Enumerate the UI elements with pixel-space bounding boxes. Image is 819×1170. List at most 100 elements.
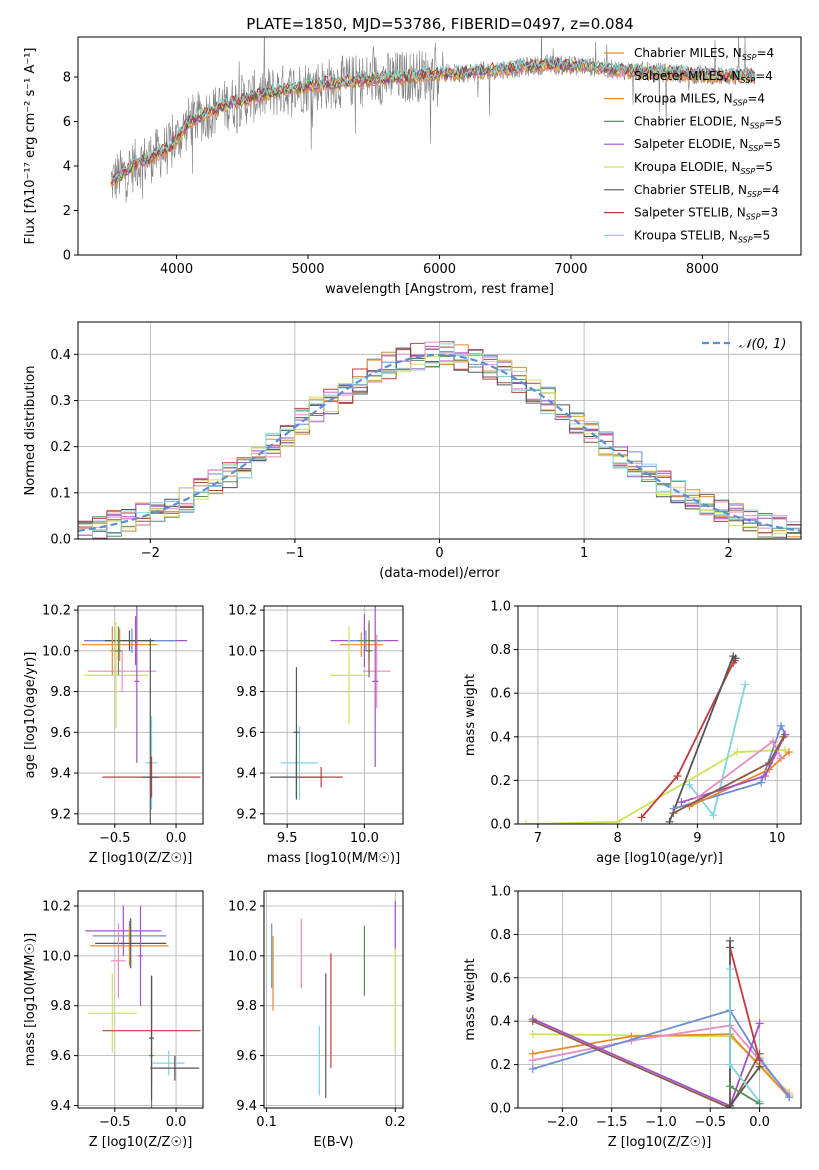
y-tick-label: 0.2	[490, 774, 511, 789]
axes-frame	[517, 605, 802, 825]
panel-spectrum: 4000 5000 6000 7000 8000 0 2 4 6 8 wavelength [Ang…	[23, 36, 802, 297]
y-tick-label: 0.2	[490, 1058, 511, 1073]
x-tick-label: 0.0	[166, 1115, 187, 1130]
y-tick-label: 0.6	[490, 971, 511, 986]
axes: −0.5 0.0 9.4 9.6 9.8 10.0 10.2 Z [log10(Z/Z☉)] m…	[23, 890, 204, 1150]
y-tick-label: 0.4	[490, 730, 511, 745]
legend-entry: 𝒩(0, 1)	[739, 337, 786, 352]
x-tick-label: 9.5	[277, 831, 298, 846]
model-line	[110, 57, 755, 184]
panel-age-vs-mass: 9.5 10.0 9.2 9.4 9.6 9.8 10.0 10.2 mass [log10(M…	[228, 604, 404, 866]
x-tick-label: 8	[614, 831, 622, 846]
legend: 𝒩(0, 1)	[702, 337, 786, 352]
x-axis-label: E(B-V)	[313, 1135, 353, 1150]
axes: 4000 5000 6000 7000 8000 0 2 4 6 8 wavelength [Ang…	[23, 36, 802, 297]
legend-entry: Chabrier STELIB, NSSP=4	[634, 183, 779, 199]
figure-title: PLATE=1850, MJD=53786, FIBERID=0497, z=0…	[246, 15, 633, 33]
y-tick-label: 10.0	[228, 949, 257, 964]
y-tick-label: 9.8	[50, 999, 71, 1014]
y-tick-label: 10.0	[228, 644, 257, 659]
y-tick-label: 9.2	[50, 807, 71, 822]
y-tick-label: 9.2	[236, 807, 257, 822]
y-tick-label: 0.2	[50, 440, 71, 455]
plot-area	[78, 341, 801, 539]
x-tick-label: 9	[693, 831, 701, 846]
x-axis-label: wavelength [Angstrom, rest frame]	[325, 282, 554, 297]
x-axis-label: Z [log10(Z/Z☉)]	[89, 851, 193, 866]
legend-entry: Salpeter STELIB, NSSP=3	[634, 206, 778, 222]
legend-entry: Kroupa STELIB, NSSP=5	[634, 228, 770, 244]
weight-series-line	[640, 659, 736, 819]
x-axis-label: age [log10(age/yr)]	[596, 851, 723, 866]
y-tick-label: 9.6	[236, 726, 257, 741]
axes-frame	[517, 890, 802, 1109]
axes: 7 8 9 10 0.0 0.2 0.4 0.6 0.8 1.0 age [log10(age/yr…	[463, 600, 802, 866]
x-tick-label: 10	[769, 831, 786, 846]
x-tick-label: 7000	[554, 262, 587, 277]
x-tick-label: −0.5	[99, 1115, 131, 1130]
legend-entry: Salpeter ELODIE, NSSP=5	[634, 137, 781, 153]
axes: −0.5 0.0 9.2 9.4 9.6 9.8 10.0 10.2 Z [log10(Z/Z☉…	[23, 604, 204, 866]
model-line	[110, 56, 755, 181]
y-tick-label: 0.4	[490, 1015, 511, 1030]
x-axis-label: (data-model)/error	[379, 566, 500, 581]
y-tick-label: 10.2	[228, 604, 257, 619]
y-tick-label: 0.0	[490, 818, 511, 833]
grid	[78, 606, 203, 824]
y-tick-label: 9.6	[50, 726, 71, 741]
grid	[264, 606, 403, 824]
y-tick-label: 4	[63, 160, 71, 175]
x-tick-label: 8000	[686, 262, 719, 277]
x-tick-label: 10.0	[350, 831, 379, 846]
y-tick-label: 1.0	[490, 885, 511, 900]
y-tick-label: 10.2	[42, 604, 71, 619]
y-axis-label: Normed distribution	[23, 366, 38, 496]
x-tick-label: 5000	[291, 262, 324, 277]
y-tick-label: 0.8	[490, 928, 511, 943]
y-tick-label: 9.6	[236, 1049, 257, 1064]
plot-area	[521, 652, 794, 824]
y-tick-label: 0.3	[50, 394, 71, 409]
axes: 0.1 0.2 9.4 9.6 9.8 10.0 10.2 E(B-V)	[228, 890, 406, 1150]
x-tick-label: 4000	[160, 262, 193, 277]
x-tick-label: −0.5	[99, 831, 131, 846]
panel-mass-vs-EBV: 0.1 0.2 9.4 9.6 9.8 10.0 10.2 E(B-V)	[228, 890, 406, 1150]
y-tick-label: 10.2	[228, 899, 257, 914]
weight-series-line	[532, 1009, 790, 1098]
y-tick-label: 0.8	[490, 643, 511, 658]
plot-area	[85, 905, 201, 1108]
y-axis-label: age [log10(age/yr)]	[23, 652, 38, 779]
x-tick-label: −1.5	[596, 1115, 628, 1130]
weight-series-line	[532, 1018, 761, 1108]
axes-frame	[77, 605, 204, 825]
y-tick-label: 0.0	[490, 1102, 511, 1117]
y-tick-label: 0.1	[50, 486, 71, 501]
weight-series-line	[532, 1020, 761, 1108]
y-tick-label: 9.8	[236, 999, 257, 1014]
legend-entry: Salpeter MILES, NSSP=4	[634, 69, 773, 85]
y-tick-label: 0.6	[490, 687, 511, 702]
y-axis-label: Flux [fλ10⁻¹⁷ erg cm⁻² s⁻¹ A⁻¹]	[23, 48, 38, 245]
plot-area	[528, 936, 794, 1108]
y-tick-label: 9.4	[236, 1099, 257, 1114]
x-tick-label: 2	[725, 546, 733, 561]
axes: 9.5 10.0 9.2 9.4 9.6 9.8 10.0 10.2 mass [log10(M…	[228, 604, 404, 866]
y-tick-label: 8	[63, 71, 71, 86]
y-tick-label: 10.2	[42, 899, 71, 914]
y-tick-label: 0.0	[50, 533, 71, 548]
x-tick-label: 1	[580, 546, 588, 561]
legend-entry: Kroupa MILES, NSSP=4	[634, 92, 765, 108]
y-tick-label: 0.4	[50, 348, 71, 363]
x-tick-label: 0	[435, 546, 443, 561]
plot-area	[270, 606, 399, 800]
histogram-series	[92, 343, 801, 539]
x-tick-label: −1	[285, 546, 304, 561]
y-tick-label: 9.4	[50, 1099, 71, 1114]
y-tick-label: 2	[63, 204, 71, 219]
legend-entry: Kroupa ELODIE, NSSP=5	[634, 160, 773, 176]
x-tick-label: −1.0	[645, 1115, 677, 1130]
axes-frame	[263, 605, 404, 825]
x-tick-label: 0.0	[166, 831, 187, 846]
y-tick-label: 9.4	[236, 767, 257, 782]
